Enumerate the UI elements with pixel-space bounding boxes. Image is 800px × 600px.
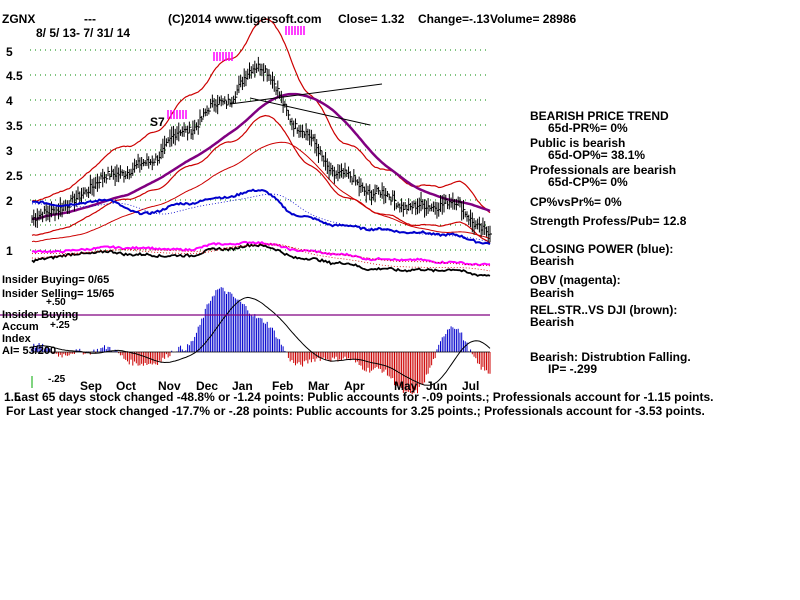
- y-tick: 1: [6, 244, 13, 258]
- x-tick: Nov: [158, 379, 181, 393]
- accum-index-histogram: [31, 287, 491, 395]
- price-bars: [31, 56, 492, 244]
- closing-power-label: CLOSING POWER (blue):: [530, 242, 674, 256]
- x-tick: Jan: [232, 379, 253, 393]
- copyright: (C)2014 www.tigersoft.com: [168, 12, 322, 26]
- price-grid: [30, 49, 490, 251]
- chart-decorations: [0, 26, 490, 316]
- professionals-label: Professionals are bearish: [530, 163, 677, 177]
- rel-str-line: [31, 242, 491, 277]
- lower-band: [31, 114, 491, 244]
- accum-label: Accum: [2, 321, 39, 333]
- public-label: Public is bearish: [530, 136, 626, 150]
- cp-vs-pr: CP%vsPr%= 0%: [530, 195, 622, 209]
- pr-value: 65d-PR%= 0%: [548, 121, 628, 135]
- accum-ma: [31, 296, 491, 386]
- trend-line: [229, 83, 383, 105]
- y-tick: 2.5: [6, 169, 23, 183]
- trend-line: [249, 97, 371, 126]
- insider-buying: Insider Buying: [2, 309, 79, 321]
- x-tick: May: [394, 379, 418, 393]
- accum-tick: +.25: [50, 320, 70, 331]
- relstr-status: Bearish: [530, 315, 575, 329]
- x-tick: Mar: [308, 379, 330, 393]
- ticker: ZGNX: [2, 12, 36, 26]
- y-tick: 3.5: [6, 119, 23, 133]
- date-range: 8/ 5/ 13- 7/ 31/ 14: [36, 26, 131, 40]
- y-tick: 4.5: [6, 69, 23, 83]
- volume-value: Volume= 28986: [490, 12, 577, 26]
- x-tick: Oct: [116, 379, 137, 393]
- x-tick: Apr: [344, 379, 365, 393]
- index-label: Index: [2, 333, 31, 345]
- slow-band: [31, 141, 491, 243]
- rel-str-line: [31, 242, 491, 277]
- close-value: Close= 1.32: [338, 12, 405, 26]
- closing-power-line: [32, 188, 491, 246]
- strength-ratio: Strength Profess/Pub= 12.8: [530, 214, 687, 228]
- accum-tick: +.50: [46, 297, 66, 308]
- trend-title: BEARISH PRICE TREND: [530, 109, 669, 123]
- obv-status: Bearish: [530, 286, 575, 300]
- closing-power-status: Bearish: [530, 254, 575, 268]
- obv-ma: [31, 244, 491, 267]
- footer-line-1: Last 65 days stock changed -48.8% or -1.…: [14, 390, 714, 404]
- op-value: 65d-OP%= 38.1%: [548, 148, 646, 162]
- obv-line: [31, 240, 491, 267]
- upper-band: [31, 18, 491, 214]
- accum-tick: -.25: [48, 374, 66, 385]
- footer-line-2: For Last year stock changed -17.7% or -.…: [6, 404, 705, 418]
- ip-value: IP= -.299: [548, 362, 598, 376]
- insider-selling-ratio: Insider Selling= 15/65: [2, 288, 115, 300]
- y-tick-overlap: 1.5: [4, 390, 21, 404]
- s7-marker: S7: [150, 115, 165, 129]
- y-tick: 2: [6, 194, 13, 208]
- x-tick: Dec: [196, 379, 219, 393]
- cp-value: 65d-CP%= 0%: [548, 175, 628, 189]
- closing-power-line: [32, 188, 491, 246]
- x-tick: Jun: [426, 379, 448, 393]
- obv-line: [31, 240, 491, 267]
- insider-buying-ratio: Insider Buying= 0/65: [2, 274, 110, 286]
- relstr-label: REL.STR..VS DJI (brown):: [530, 303, 678, 317]
- y-tick: 4: [6, 94, 13, 108]
- closing-power-ma: [32, 193, 491, 243]
- x-tick: Jul: [462, 379, 480, 393]
- ai-value: AI= 53/200: [2, 345, 57, 357]
- change-value: Change=-.13: [418, 12, 490, 26]
- y-tick: 3: [6, 144, 13, 158]
- distribution-status: Bearish: Distrubtion Falling.: [530, 350, 691, 364]
- x-tick: Sep: [80, 379, 103, 393]
- y-tick: 5: [6, 45, 13, 59]
- x-tick: Feb: [272, 379, 294, 393]
- obv-label: OBV (magenta):: [530, 273, 621, 287]
- dashes: ---: [84, 12, 96, 26]
